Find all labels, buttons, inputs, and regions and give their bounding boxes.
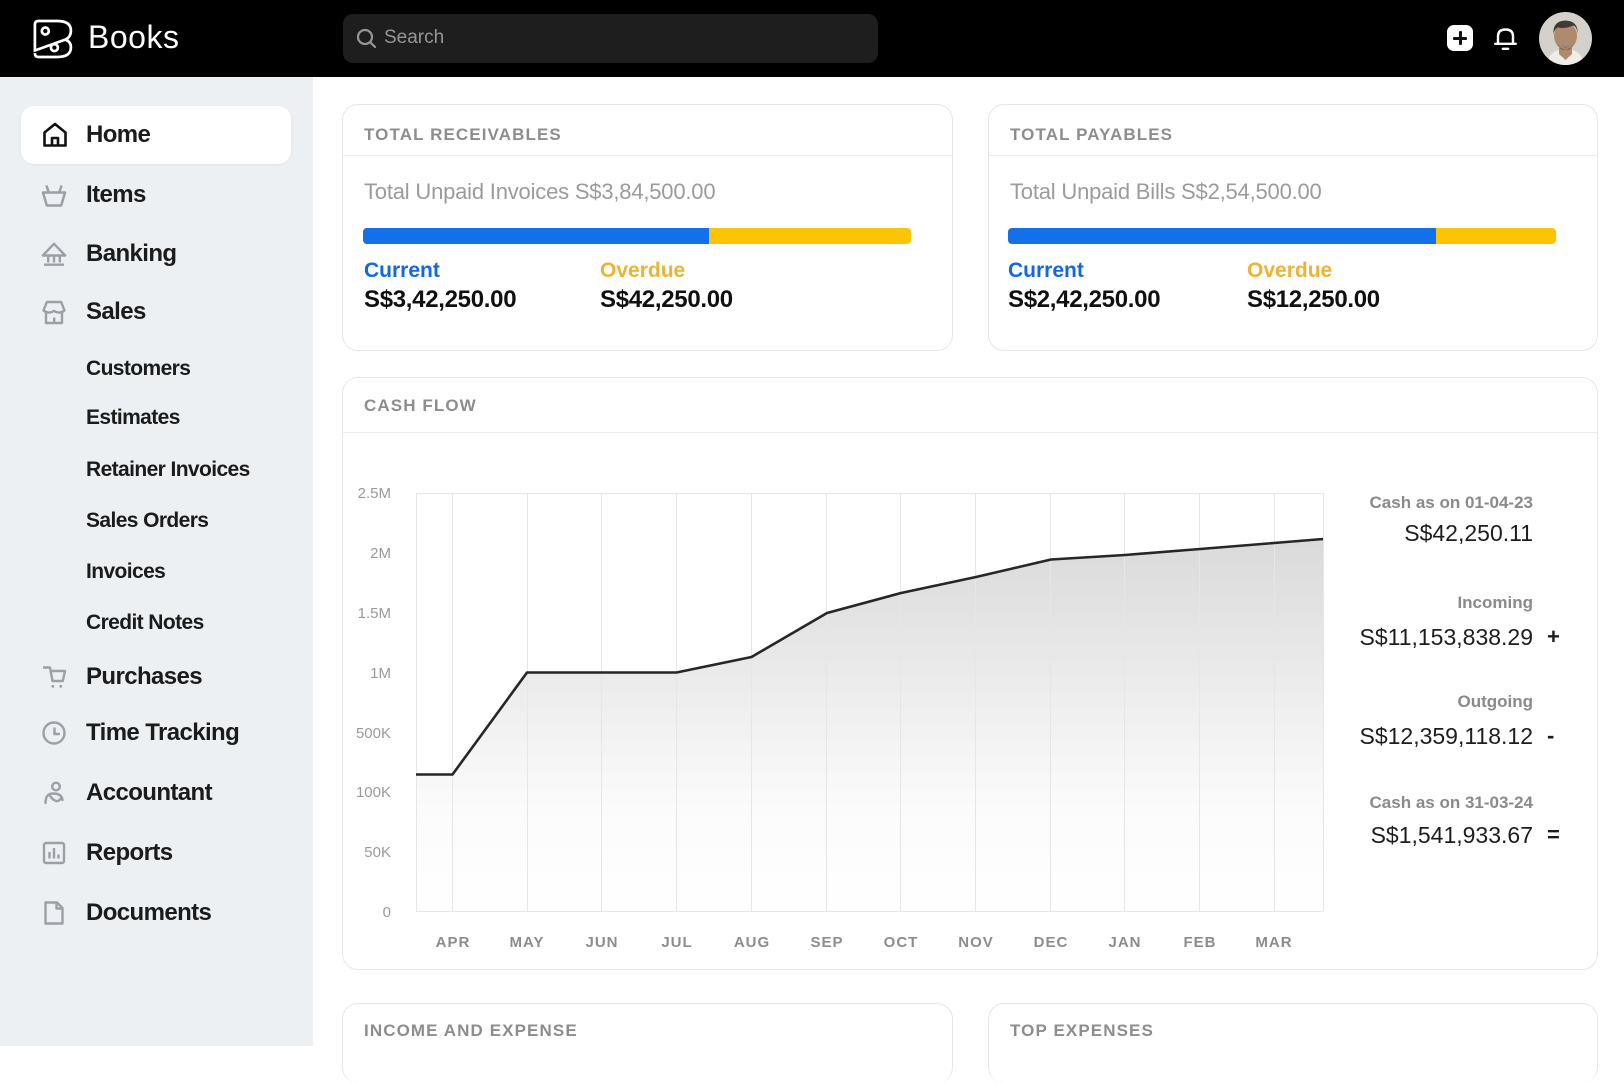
svg-text:2M: 2M	[370, 545, 391, 562]
svg-text:0: 0	[383, 904, 391, 921]
svg-text:DEC: DEC	[1034, 934, 1069, 951]
svg-text:APR: APR	[436, 934, 471, 951]
svg-text:FEB: FEB	[1184, 934, 1217, 951]
svg-text:SEP: SEP	[810, 934, 843, 951]
svg-text:MAY: MAY	[510, 934, 545, 951]
svg-text:1.5M: 1.5M	[358, 605, 391, 622]
svg-text:AUG: AUG	[734, 934, 770, 951]
svg-text:500K: 500K	[356, 725, 391, 742]
svg-text:MAR: MAR	[1255, 934, 1292, 951]
svg-text:JUN: JUN	[585, 934, 618, 951]
svg-text:JAN: JAN	[1108, 934, 1141, 951]
svg-text:1M: 1M	[370, 665, 391, 682]
svg-text:50K: 50K	[364, 844, 391, 861]
svg-text:2.5M: 2.5M	[358, 485, 391, 502]
svg-text:100K: 100K	[356, 784, 391, 801]
svg-text:JUL: JUL	[661, 934, 692, 951]
svg-text:NOV: NOV	[958, 934, 994, 951]
svg-text:OCT: OCT	[884, 934, 919, 951]
